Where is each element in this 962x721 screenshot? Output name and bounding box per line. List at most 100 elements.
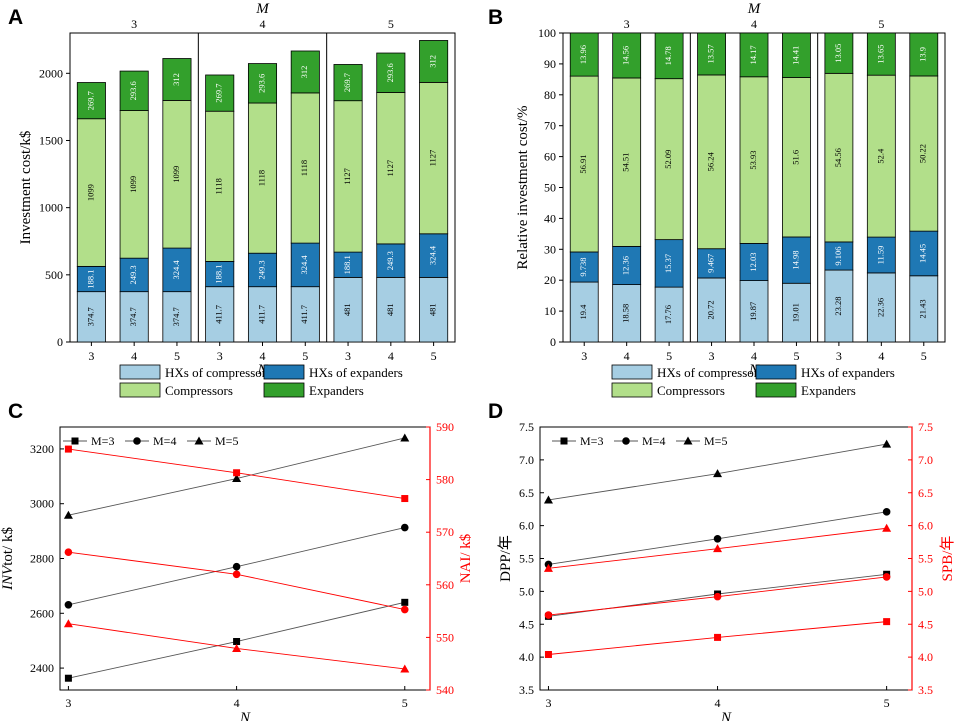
bar-segment-hx-exp: [376, 243, 406, 278]
bar-segment-expanders: [419, 40, 449, 83]
bar-data-label: 1099: [128, 176, 138, 193]
bar-segment-hx-exp: [419, 233, 449, 278]
group-label: 5: [878, 17, 884, 31]
bar-data-label: 269.7: [85, 91, 95, 110]
y-right-tick-label: 580: [436, 473, 454, 487]
bar-data-label: 23.28: [833, 296, 843, 315]
bar-segment-hx-comp: [909, 275, 939, 343]
bar-segment-hx-exp: [612, 245, 642, 285]
y-right-tick-label: 590: [436, 420, 454, 434]
data-point-left-M3: [233, 638, 241, 646]
y-tick-label: 1000: [39, 201, 63, 215]
data-point-left-M5: [543, 495, 553, 504]
bar-data-label: 293.6: [385, 63, 395, 82]
bar-data-label: 18.58: [621, 304, 631, 323]
bar-data-label: 188.1: [214, 264, 224, 283]
y-tick-label: 0: [550, 335, 556, 349]
bar-data-label: 21.43: [918, 299, 928, 318]
bar-segment-compressors: [782, 77, 811, 238]
y-left-tick-label: 6.5: [519, 486, 534, 500]
y-left-tick-label: 7.5: [519, 420, 534, 434]
legend-swatch-expanders: [755, 382, 797, 398]
bar-data-label: 13.57: [706, 44, 716, 63]
legend-label: M=5: [215, 434, 238, 448]
y-right-tick-label: 5.5: [918, 552, 933, 566]
data-point-right-M4: [64, 548, 73, 556]
bar-segment-hx-exp: [697, 248, 726, 279]
x-tick-label: 3: [65, 696, 71, 710]
legend-label: M=3: [580, 434, 603, 448]
bar-segment-expanders: [333, 64, 363, 102]
x-tick-label: 5: [884, 696, 890, 710]
bar-data-label: 54.56: [833, 148, 843, 167]
bar-data-label: 14.17: [748, 45, 758, 64]
data-point-right-M5: [543, 563, 553, 572]
bar-data-label: 17.76: [663, 305, 673, 324]
top-axis-title: M: [747, 1, 762, 17]
data-point-left-M4: [713, 534, 722, 543]
bar-data-label: 324.4: [299, 255, 309, 275]
data-point-right-M3: [883, 618, 891, 626]
bar-data-label: 1127: [428, 150, 438, 167]
bar-data-label: 13.05: [833, 44, 843, 63]
panel-letter-c: C: [8, 400, 23, 423]
bar-segment-hx-comp: [205, 286, 235, 343]
bar-data-label: 14.56: [621, 46, 631, 65]
bar-data-label: 52.09: [663, 150, 673, 169]
bar-data-label: 411.7: [299, 305, 309, 324]
data-point-left-M3: [401, 598, 409, 606]
data-point-right-M4: [544, 611, 553, 619]
bar-segment-compressors: [205, 110, 235, 262]
bar-data-label: 54.51: [621, 153, 631, 172]
bar-data-label: 1127: [385, 160, 395, 177]
bar-segment-hx-comp: [376, 276, 406, 343]
legend-label: M=5: [704, 434, 727, 448]
x-tick-label: 4: [878, 349, 884, 363]
legend-label-hx-exp: HXs of expanders: [309, 365, 403, 380]
data-point-right-M3: [233, 469, 241, 477]
bar-segment-hx-comp: [290, 286, 320, 343]
x-tick-label: 5: [793, 349, 799, 363]
y-tick-label: 2000: [39, 66, 63, 80]
x-tick-label: 5: [302, 349, 308, 363]
bar-data-label: 14.98: [790, 251, 800, 270]
bar-data-label: 52.4: [875, 148, 885, 164]
bar-segment-expanders: [824, 32, 854, 74]
bar-segment-expanders: [119, 70, 149, 111]
x-tick-label: 5: [666, 349, 672, 363]
bar-data-label: 14.78: [663, 46, 673, 65]
legend-marker-square: [71, 437, 79, 445]
bar-segment-expanders: [654, 32, 684, 80]
data-point-right-M4: [400, 605, 409, 614]
bar-data-label: 13.96: [578, 45, 588, 64]
group-label: 4: [260, 17, 266, 31]
data-point-left-M5: [400, 433, 410, 442]
bar-data-label: 19.01: [790, 303, 800, 322]
x-tick-label: 5: [174, 349, 180, 363]
y-tick-label: 80: [544, 88, 556, 102]
bar-segment-expanders: [612, 32, 642, 79]
group-label: 3: [624, 17, 630, 31]
bar-segment-expanders: [782, 32, 811, 78]
x-tick-label: 3: [709, 349, 715, 363]
bar-data-label: 1118: [299, 160, 309, 176]
legend-marker-square: [560, 437, 568, 445]
bar-segment-hx-exp: [290, 242, 320, 288]
bar-segment-hx-comp: [569, 281, 599, 343]
y-left-tick-label: 2400: [30, 661, 54, 675]
legend-label: M=4: [153, 434, 176, 448]
y-left-tick-label: 4.0: [519, 650, 534, 664]
bar-data-label: 9.467: [706, 254, 716, 273]
y-right-tick-label: 6.5: [918, 486, 933, 500]
bar-segment-compressors: [569, 75, 599, 253]
x-tick-label: 5: [921, 349, 927, 363]
y-tick-label: 100: [538, 26, 556, 40]
bar-data-label: 56.91: [578, 154, 588, 173]
bar-segment-compressors: [824, 72, 854, 243]
y-left-axis-title-italic: INV: [0, 564, 16, 591]
bar-data-label: 19.87: [748, 302, 758, 321]
legend-marker-triangle: [194, 436, 204, 445]
